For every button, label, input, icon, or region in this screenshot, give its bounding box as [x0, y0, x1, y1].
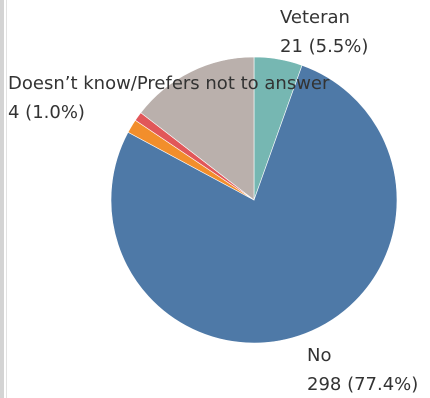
left-frame-inner-border: [6, 0, 7, 398]
left-frame-border: [0, 0, 4, 398]
label-veteran-value: 21 (5.5%): [280, 36, 369, 57]
label-dont-know-value: 4 (1.0%): [8, 102, 85, 123]
label-no-value: 298 (77.4%): [307, 374, 419, 395]
label-veteran-name: Veteran: [280, 7, 350, 28]
label-no-name: No: [307, 345, 332, 366]
pie-slice-no: [110, 64, 398, 344]
pie-slice-slice-5: [140, 56, 255, 201]
label-dont-know-name: Doesn’t know/Prefers not to answer: [8, 73, 330, 94]
